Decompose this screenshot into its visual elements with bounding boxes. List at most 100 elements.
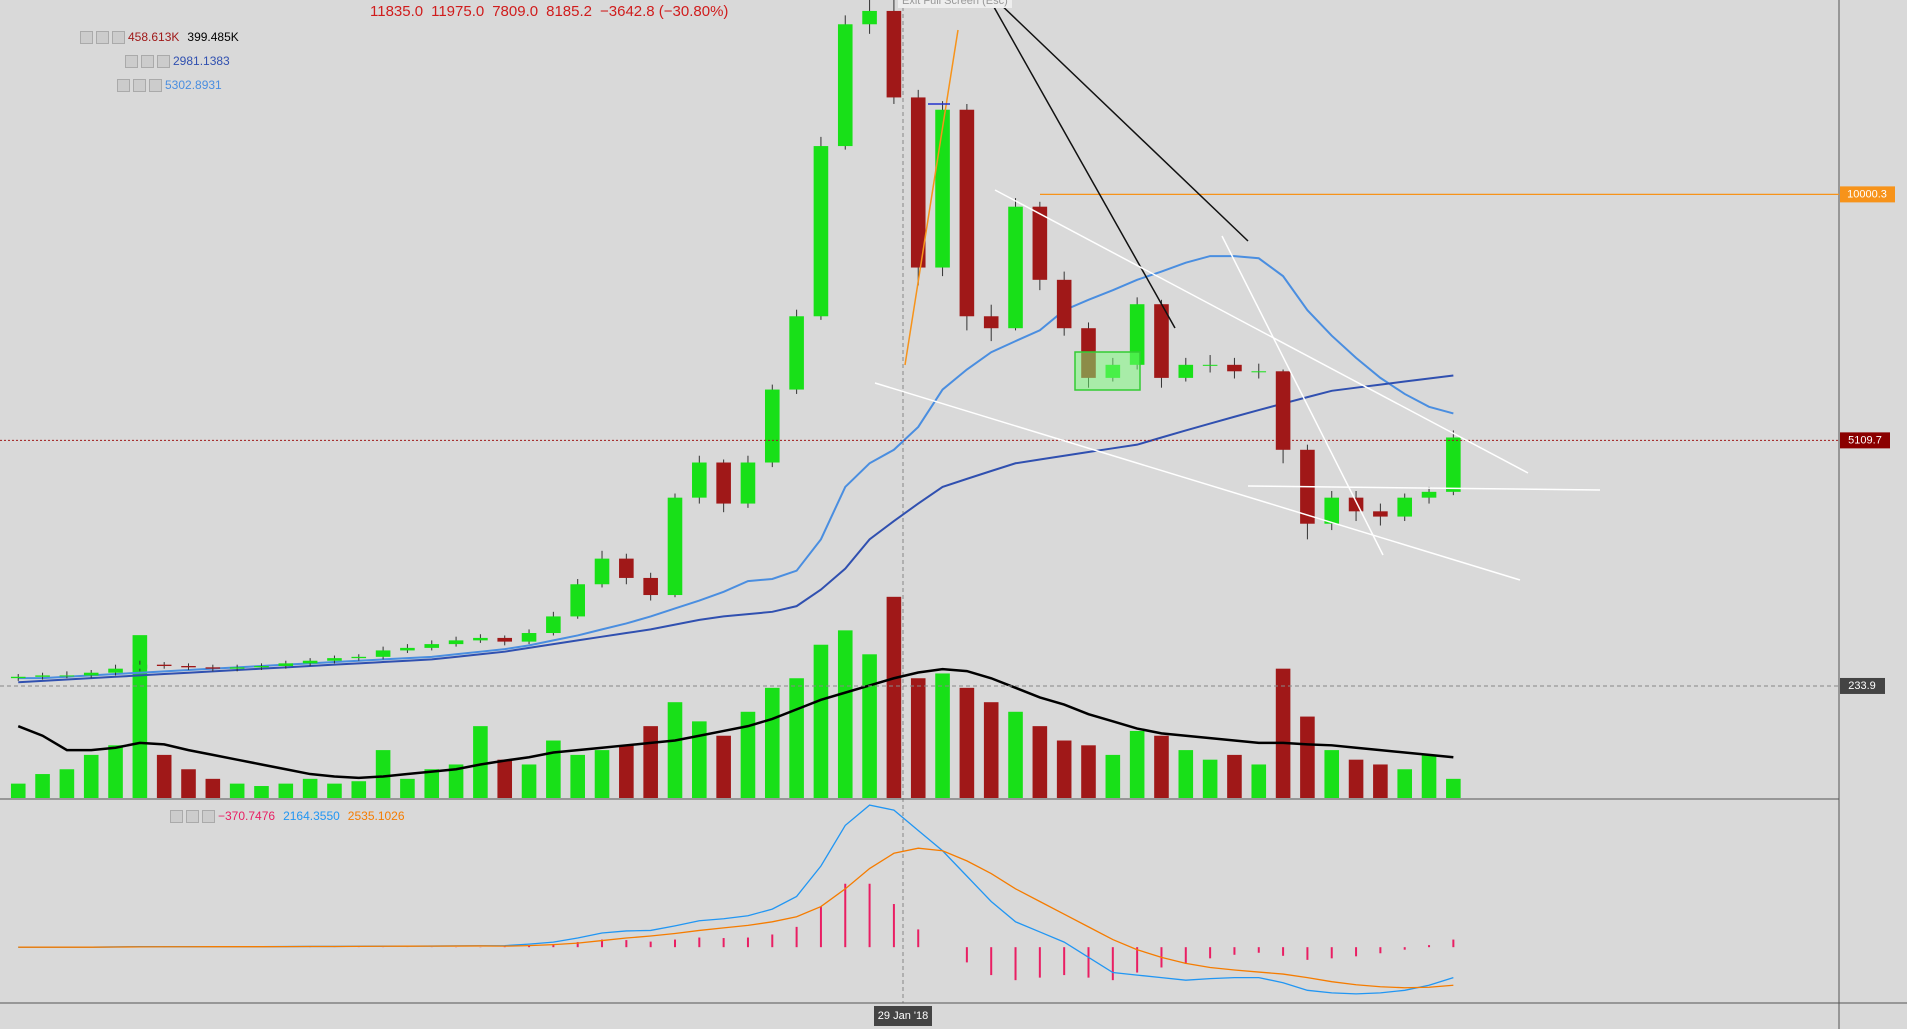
macd-pane — [18, 804, 1455, 995]
volume-bar — [862, 654, 877, 798]
open: 11835.0 — [370, 3, 424, 20]
high: 11975.0 — [431, 3, 485, 20]
volume-bar — [1032, 726, 1048, 798]
volume-bar — [740, 711, 756, 798]
volume-bar — [351, 781, 367, 798]
candle-body — [1324, 497, 1340, 524]
candle-body — [1348, 497, 1364, 512]
volume-bar — [156, 754, 172, 798]
volume-bar — [35, 774, 50, 798]
candle-body — [1446, 437, 1461, 492]
candle-body — [473, 637, 488, 641]
candle-body — [764, 389, 780, 463]
candle-body — [132, 664, 148, 669]
volume-bar — [813, 644, 829, 798]
volume-bar — [643, 726, 658, 798]
candle-body — [1202, 364, 1218, 366]
price-label: 5109.7 — [1848, 434, 1882, 446]
volume-bar — [10, 783, 26, 798]
volume-bar — [1275, 668, 1291, 798]
candle-body — [181, 666, 196, 668]
candle-body — [789, 316, 804, 390]
volume-bar — [764, 687, 780, 798]
volume-bar — [789, 678, 804, 798]
volume-bar — [1081, 745, 1096, 798]
candle-body — [983, 316, 999, 329]
volume-value: 458.613K — [128, 30, 180, 44]
volume-bar — [1129, 730, 1145, 798]
candle-body — [1056, 279, 1072, 329]
candle-body — [692, 462, 707, 498]
ohlc-legend: 11835.0 11975.0 7809.0 8185.2 −3642.8 (−30.8… — [10, 3, 736, 20]
candle-body — [619, 558, 634, 578]
candle-body — [570, 584, 585, 617]
volume-bar — [886, 596, 902, 798]
volume-bar — [473, 726, 488, 798]
candle-body — [35, 675, 50, 677]
volume-bar — [1227, 754, 1242, 798]
volume-bar — [935, 673, 950, 798]
candle-body — [302, 660, 318, 664]
volume-bar — [1446, 778, 1461, 798]
volume-bar — [181, 769, 196, 798]
candle-body — [1251, 371, 1267, 373]
candle-body — [1373, 511, 1388, 517]
volume-bar — [521, 764, 537, 798]
close: 8185.2 — [546, 3, 592, 20]
low: 7809.0 — [492, 3, 539, 20]
price-pane — [10, 0, 1461, 798]
crosshair-label-bg — [874, 1006, 932, 1026]
volume-bar — [424, 769, 440, 798]
volume-bar — [594, 750, 610, 798]
volume-ma: 399.485K — [187, 30, 239, 44]
crosshair-label: 29 Jan '18 — [878, 1010, 928, 1022]
volume-bar — [1251, 764, 1267, 798]
volume-bar — [1397, 769, 1413, 798]
candle-body — [83, 672, 99, 676]
volume-bar — [619, 745, 634, 798]
ma1-legend: 2981.1383 — [125, 54, 238, 69]
candle-body — [400, 647, 415, 651]
level-label-bg — [1840, 186, 1895, 203]
volume-legend: 458.613K 399.485K — [80, 30, 247, 45]
candle-body — [1129, 304, 1145, 365]
candle-body — [546, 616, 561, 634]
volume-label: 233.9 — [1848, 680, 1876, 692]
volume-bar — [302, 778, 318, 798]
candle-body — [716, 462, 731, 504]
volume-bar — [1348, 759, 1364, 798]
change: −3642.8 (−30.80%) — [600, 3, 729, 20]
candle-body — [935, 109, 950, 268]
candle-body — [497, 637, 513, 642]
candle-body — [1154, 304, 1169, 378]
volume-bar — [1300, 716, 1315, 798]
candle-body — [643, 577, 658, 596]
candle-body — [910, 97, 926, 268]
volume-bar — [108, 745, 123, 798]
volume-bar — [1421, 754, 1437, 798]
ma2-value: 5302.8931 — [165, 78, 222, 92]
candle-body — [59, 675, 75, 677]
volume-bar — [1008, 711, 1023, 798]
candle-body — [1397, 497, 1413, 517]
volume-bar — [1202, 759, 1218, 798]
volume-bar — [278, 783, 294, 798]
volume-bar — [1373, 764, 1388, 798]
volume-bar — [497, 759, 513, 798]
volume-bar — [1056, 740, 1072, 798]
macd-line: 2164.3550 — [283, 809, 340, 823]
candle-body — [594, 558, 610, 585]
volume-bar — [837, 630, 853, 798]
volume-bar — [667, 702, 683, 798]
volume-bar — [229, 783, 245, 798]
candle-body — [1275, 371, 1291, 450]
level-label: 10000.3 — [1847, 188, 1887, 200]
candle-body — [813, 146, 829, 317]
tooltip: Exit Full Screen (Esc) — [898, 0, 1012, 8]
volume-bar — [327, 783, 342, 798]
candle-body — [1178, 364, 1194, 378]
candle-body — [740, 462, 756, 504]
